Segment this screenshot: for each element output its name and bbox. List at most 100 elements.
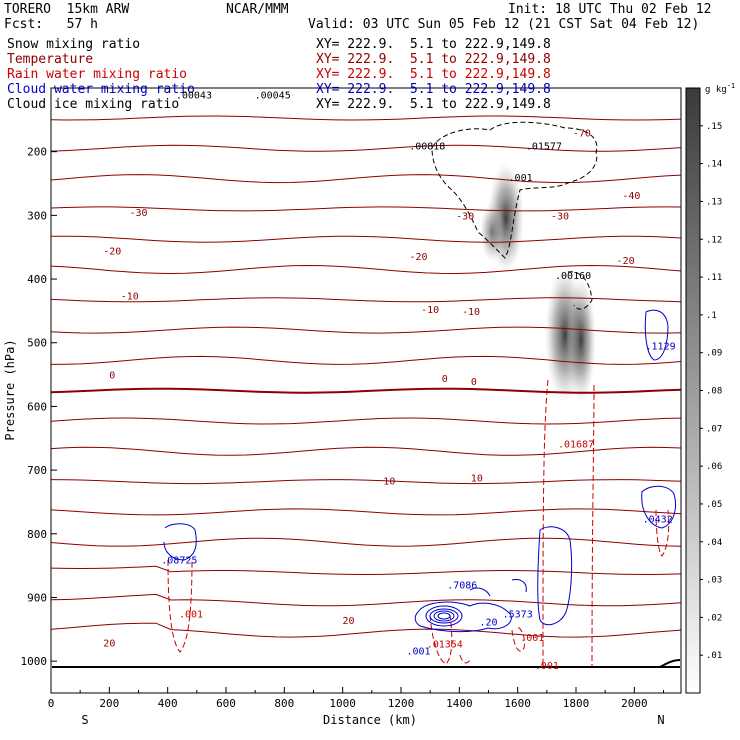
temperature-contour-label: -30 [456, 211, 474, 222]
legend-snow-coords: XY= 222.9. 5.1 to 222.9,149.8 [316, 37, 551, 52]
colorbar-tick-label: .01 [706, 651, 722, 661]
max-value-label: .00818 [409, 141, 445, 152]
y-tick-label: 400 [27, 273, 47, 286]
header-fcst: Fcst: 57 h [4, 17, 98, 32]
legend-rain-label: Rain water mixing ratio [7, 67, 188, 82]
colorbar-tick-label: .05 [706, 500, 722, 510]
isotherm-line [50, 144, 682, 152]
max-value-label: .1129 [646, 341, 676, 352]
header-valid: Valid: 03 UTC Sun 05 Feb 12 (21 CST Sat … [308, 17, 700, 32]
y-tick-label: 500 [27, 337, 47, 350]
temperature-contour-label: -20 [103, 246, 121, 257]
max-value-label: .5373 [503, 609, 533, 620]
y-tick-label: 900 [27, 591, 47, 604]
max-value-label: .001 [520, 633, 544, 644]
temperature-contour-label: -10 [462, 307, 480, 318]
x-tick-label: 1600 [504, 697, 531, 710]
rain-contour-tall [542, 379, 595, 668]
snow-core-upper-2 [480, 202, 504, 262]
max-value-label: .001 [509, 173, 533, 184]
colorbar-tick-label: .06 [706, 462, 722, 472]
snow-core-lower-2 [566, 278, 596, 402]
max-value-label: .00160 [555, 271, 591, 282]
x-tick-label: 2000 [621, 697, 648, 710]
cloud-water-contour-west [163, 523, 197, 561]
isotherm-line [50, 297, 682, 303]
colorbar-tick-label: .1 [706, 311, 717, 321]
y-axis-ticks: 200 300 400 500 600 700 800 900 1000 [21, 146, 57, 668]
temperature-contour-label: 10 [471, 474, 483, 485]
isotherm-line [50, 446, 682, 456]
colorbar-tick-label: .04 [706, 538, 722, 548]
temperature-contour-label: -70 [573, 129, 591, 140]
cloud-water-contour-tall [537, 526, 573, 626]
max-value-label: .001 [535, 661, 559, 672]
cloud-ice-contours [431, 121, 598, 310]
isotherm-line [50, 235, 682, 243]
colorbar-tick-label: .03 [706, 576, 722, 586]
colorbar-tick-label: .07 [706, 424, 722, 434]
isotherm-line [50, 593, 682, 607]
legend-cloud-ice-coords: XY= 222.9. 5.1 to 222.9,149.8 [316, 97, 551, 112]
temperature-contour-label: 10 [383, 476, 395, 487]
isotherm-line [50, 537, 682, 547]
x-tick-label: 600 [216, 697, 236, 710]
colorbar-tick-label: .13 [706, 197, 722, 207]
x-axis-label: Distance (km) [323, 713, 417, 727]
legend-cloud-water-coords: XY= 222.9. 5.1 to 222.9,149.8 [316, 82, 551, 97]
cloud-water-contour-cluster [414, 579, 527, 633]
x-end-right: N [657, 713, 664, 727]
isotherm-line [50, 417, 682, 425]
max-value-label: .7086 [447, 581, 477, 592]
max-value-label: .01687 [558, 439, 594, 450]
colorbar-tick-label: .15 [706, 122, 722, 132]
isotherm-line [50, 508, 682, 516]
temperature-contour-label: -20 [617, 256, 635, 267]
header-model: TORERO 15km ARW [4, 2, 130, 17]
legend-cloud-ice-label: Cloud ice mixing ratio [7, 97, 180, 112]
isotherm-line [50, 115, 682, 121]
colorbar-tick-label: .11 [706, 273, 722, 283]
x-tick-label: 1400 [446, 697, 473, 710]
temperature-contour-label: -30 [129, 208, 147, 219]
cloud-ice-contour-lower [567, 271, 593, 310]
temperature-contour-label: 0 [471, 377, 477, 388]
temperature-contour-label: -10 [421, 305, 439, 316]
x-tick-label: 0 [48, 697, 55, 710]
isotherm-line [50, 622, 682, 638]
colorbar-tick-label: .02 [706, 613, 722, 623]
rain-contour-1430 [459, 654, 471, 664]
max-value-label: .00045 [255, 90, 291, 101]
max-value-label: .01354 [427, 639, 463, 650]
max-value-label: .0432 [643, 515, 673, 526]
isotherm-line [50, 174, 682, 184]
isotherm-line [50, 387, 682, 394]
x-tick-label: 1800 [563, 697, 590, 710]
x-tick-label: 400 [158, 697, 178, 710]
header-init: Init: 18 UTC Thu 02 Feb 12 [508, 2, 712, 17]
x-tick-label: 1200 [388, 697, 415, 710]
rain-water-contours [167, 379, 670, 668]
x-axis-ticks: 0 200 400 600 800 1000 1200 1400 1600 1800 2000 [48, 687, 664, 710]
x-tick-label: 800 [274, 697, 294, 710]
colorbar-ticks: .01 .02 .03 .04 .05 .06 .07 .08 .09 .1 .11 .12 .13 .1… [700, 122, 722, 661]
max-value-label: .08725 [161, 555, 197, 566]
ground-line-east [659, 659, 681, 668]
rain-contour-1350 [429, 614, 453, 665]
max-value-label: .20 [479, 618, 497, 629]
y-tick-label: 600 [27, 400, 47, 413]
x-tick-label: 200 [99, 697, 119, 710]
temperature-contour-label: 20 [103, 639, 115, 650]
colorbar-tick-label: .09 [706, 349, 722, 359]
colorbar-unit-text: g kg [705, 85, 727, 95]
rain-contour-2100 [655, 509, 670, 557]
temperature-isotherms [50, 115, 682, 638]
colorbar-tick-label: .12 [706, 235, 722, 245]
colorbar-tick-label: .14 [706, 160, 722, 170]
colorbar-unit: g kg-1 [705, 82, 735, 95]
header-org: NCAR/MMM [226, 2, 289, 17]
max-value-label: .00043 [176, 90, 212, 101]
legend-temperature-coords: XY= 222.9. 5.1 to 222.9,149.8 [316, 52, 551, 67]
max-value-label: .01577 [526, 141, 562, 152]
cloud-water-contour-east [644, 309, 669, 361]
